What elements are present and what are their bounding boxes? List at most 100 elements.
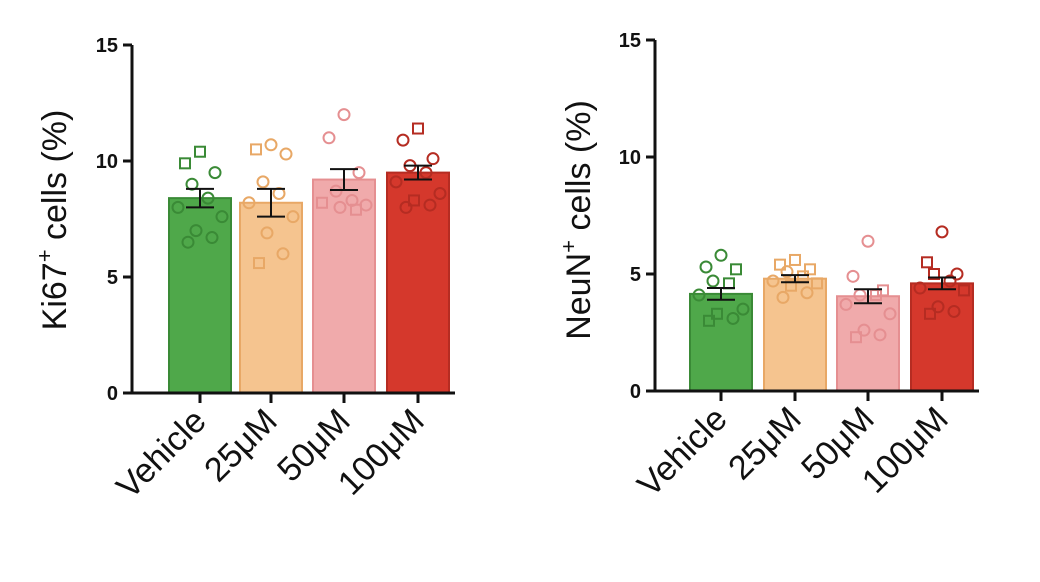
data-point-circle bbox=[873, 328, 887, 342]
x-tick-label-vehicle: Vehicle bbox=[630, 400, 734, 504]
error-bar-25-m bbox=[257, 187, 285, 218]
data-point-circle bbox=[189, 224, 203, 238]
data-point-square bbox=[958, 284, 970, 297]
data-point-circle bbox=[931, 300, 945, 314]
y-tick-label-5: 5 bbox=[107, 267, 118, 289]
data-point-square bbox=[921, 256, 933, 269]
data-point-circle bbox=[205, 231, 219, 245]
data-point-circle bbox=[215, 210, 229, 224]
data-point-circle bbox=[419, 166, 433, 180]
data-point-square bbox=[253, 257, 265, 270]
data-point-square bbox=[804, 263, 816, 276]
data-point-square bbox=[723, 277, 735, 290]
data-point-circle bbox=[857, 323, 871, 337]
data-point-circle bbox=[692, 288, 706, 302]
data-point-square bbox=[350, 203, 362, 216]
data-point-circle bbox=[171, 200, 185, 214]
error-bar-25-m bbox=[781, 274, 809, 284]
data-point-circle bbox=[181, 235, 195, 249]
error-bar-vehicle bbox=[186, 187, 214, 209]
data-point-circle bbox=[423, 198, 437, 212]
y-axis-label: NeuN+ cells (%) bbox=[556, 100, 598, 340]
y-tick-label-0: 0 bbox=[630, 381, 641, 403]
data-point-circle bbox=[800, 286, 814, 300]
bar-50-m bbox=[836, 295, 900, 393]
data-point-circle bbox=[780, 265, 794, 279]
data-point-circle bbox=[329, 184, 343, 198]
data-point-circle bbox=[208, 166, 222, 180]
data-point-circle bbox=[776, 290, 790, 304]
data-point-circle bbox=[947, 304, 961, 318]
x-tick-label-100-m: 100μM bbox=[331, 402, 432, 503]
data-point-square bbox=[179, 157, 191, 170]
data-point-circle bbox=[256, 175, 270, 189]
data-point-circle bbox=[201, 191, 215, 205]
data-point-circle bbox=[736, 302, 750, 316]
y-tick-label-10: 10 bbox=[619, 147, 641, 169]
data-point-square bbox=[250, 143, 262, 156]
error-bar-vehicle bbox=[707, 287, 735, 301]
y-tick-label-15: 15 bbox=[96, 35, 118, 57]
data-point-circle bbox=[913, 281, 927, 295]
x-tick-label-25-m: 25μM bbox=[197, 402, 284, 489]
data-point-circle bbox=[861, 234, 875, 248]
data-point-circle bbox=[883, 307, 897, 321]
data-point-square bbox=[785, 279, 797, 292]
data-point-circle bbox=[260, 226, 274, 240]
data-point-circle bbox=[426, 152, 440, 166]
data-point-square bbox=[774, 258, 786, 271]
data-point-circle bbox=[699, 260, 713, 274]
error-bar-50-m bbox=[854, 288, 882, 305]
data-point-circle bbox=[337, 108, 351, 122]
data-point-circle bbox=[943, 274, 957, 288]
data-point-circle bbox=[276, 247, 290, 261]
y-axis-label: Ki67+ cells (%) bbox=[32, 110, 74, 331]
data-point-circle bbox=[264, 138, 278, 152]
data-point-circle bbox=[242, 196, 256, 210]
data-point-circle bbox=[333, 200, 347, 214]
y-tick-label-10: 10 bbox=[96, 151, 118, 173]
data-point-circle bbox=[322, 131, 336, 145]
data-point-square bbox=[789, 253, 801, 266]
bar-50-m bbox=[312, 178, 376, 394]
data-point-square bbox=[928, 268, 940, 280]
data-point-square bbox=[730, 263, 742, 276]
data-point-square bbox=[811, 277, 823, 290]
data-point-circle bbox=[433, 186, 447, 200]
data-point-circle bbox=[396, 133, 410, 147]
error-bar-100-m bbox=[928, 276, 956, 291]
error-bar-50-m bbox=[330, 168, 358, 191]
data-point-square bbox=[408, 194, 420, 207]
y-tick-label-0: 0 bbox=[107, 383, 118, 405]
x-tick-label-25-m: 25μM bbox=[721, 400, 808, 487]
y-tick-label-5: 5 bbox=[630, 264, 641, 286]
x-tick-label-100-m: 100μM bbox=[855, 400, 956, 501]
data-point-circle bbox=[389, 175, 403, 189]
data-point-square bbox=[924, 307, 936, 320]
bar-25-m bbox=[239, 201, 303, 394]
data-point-circle bbox=[286, 210, 300, 224]
data-point-circle bbox=[279, 147, 293, 161]
data-point-circle bbox=[726, 311, 740, 325]
data-point-circle bbox=[766, 274, 780, 288]
data-point-circle bbox=[399, 200, 413, 214]
data-point-square bbox=[703, 314, 715, 327]
bar-100-m bbox=[910, 282, 974, 392]
data-point-circle bbox=[950, 267, 964, 281]
data-point-circle bbox=[706, 274, 720, 288]
data-point-circle bbox=[839, 297, 853, 311]
data-point-square bbox=[711, 307, 723, 320]
data-point-circle bbox=[714, 248, 728, 262]
data-point-square bbox=[194, 145, 206, 158]
bar-25-m bbox=[763, 277, 827, 392]
x-tick-label-vehicle: Vehicle bbox=[109, 402, 213, 506]
data-point-circle bbox=[935, 225, 949, 239]
y-tick-label-15: 15 bbox=[619, 30, 641, 52]
error-bar-100-m bbox=[404, 164, 432, 181]
data-point-square bbox=[850, 331, 862, 344]
bar-vehicle bbox=[168, 197, 232, 394]
data-point-circle bbox=[352, 166, 366, 180]
